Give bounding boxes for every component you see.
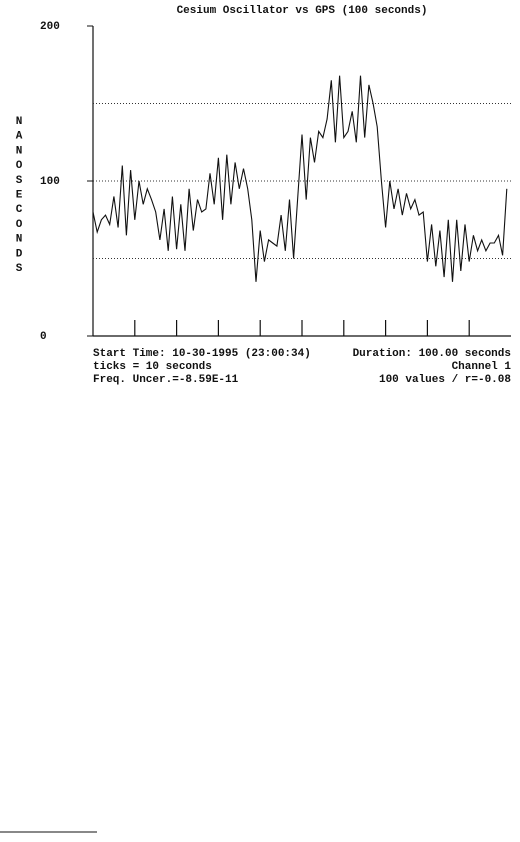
y-tick-label: 200 [40,21,60,33]
footer-text: Channel 1 [452,361,512,373]
footer-text: Freq. Uncer.=-8.59E-11 [93,374,239,386]
chart-title: Cesium Oscillator vs GPS (100 seconds) [177,5,428,17]
y-axis-label: NANOSECONDS [13,116,25,278]
data-line [92,75,508,282]
footer-text: ticks = 10 seconds [93,361,212,373]
y-tick-label: 0 [40,331,47,343]
y-tick-label: 100 [40,176,60,188]
footer-text: Duration: 100.00 seconds [353,348,511,360]
footer-text: Start Time: 10-30-1995 (23:00:34) [93,348,311,360]
footer-text: 100 values / r=-0.08 [379,374,511,386]
